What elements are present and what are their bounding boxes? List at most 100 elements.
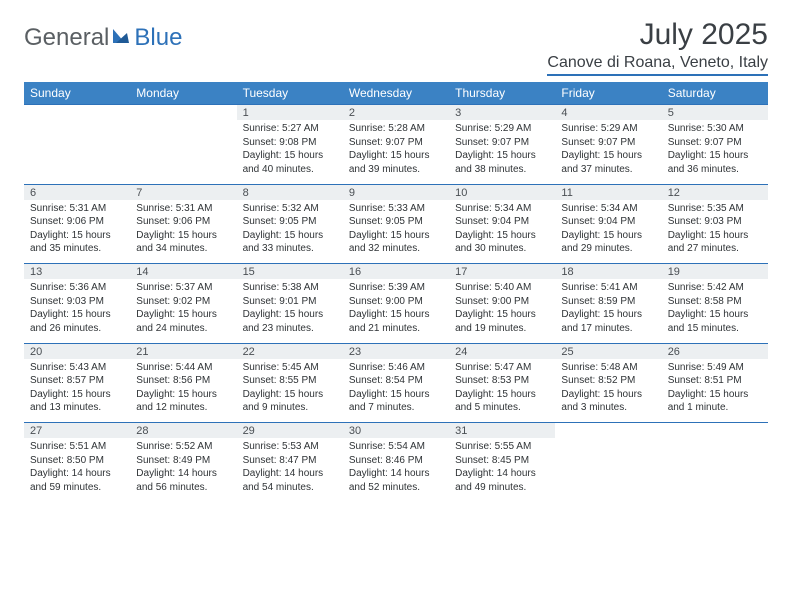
sunrise-text: Sunrise: 5:45 AM [243, 361, 337, 375]
daylight-text: Daylight: 15 hours and 17 minutes. [561, 308, 655, 335]
sunrise-text: Sunrise: 5:29 AM [561, 122, 655, 136]
daylight-text: Daylight: 14 hours and 54 minutes. [243, 467, 337, 494]
day-cell: Sunrise: 5:38 AMSunset: 9:01 PMDaylight:… [237, 279, 343, 343]
title-block: July 2025 Canove di Roana, Veneto, Italy [547, 18, 768, 76]
day-header: Friday [555, 82, 661, 105]
daylight-text: Daylight: 15 hours and 36 minutes. [668, 149, 762, 176]
sunrise-text: Sunrise: 5:44 AM [136, 361, 230, 375]
daylight-text: Daylight: 15 hours and 21 minutes. [349, 308, 443, 335]
daynum-row: 2728293031 [24, 423, 768, 439]
sunrise-text: Sunrise: 5:47 AM [455, 361, 549, 375]
sunset-text: Sunset: 8:57 PM [30, 374, 124, 388]
sunset-text: Sunset: 9:05 PM [243, 215, 337, 229]
day-number: 11 [555, 184, 661, 200]
daylight-text: Daylight: 15 hours and 35 minutes. [30, 229, 124, 256]
sunrise-text: Sunrise: 5:29 AM [455, 122, 549, 136]
calendar-body: 12345Sunrise: 5:27 AMSunset: 9:08 PMDayl… [24, 105, 768, 503]
sunrise-text: Sunrise: 5:49 AM [668, 361, 762, 375]
day-cell: Sunrise: 5:48 AMSunset: 8:52 PMDaylight:… [555, 359, 661, 423]
day-cell: Sunrise: 5:34 AMSunset: 9:04 PMDaylight:… [449, 200, 555, 264]
sunrise-text: Sunrise: 5:43 AM [30, 361, 124, 375]
sunset-text: Sunset: 9:00 PM [349, 295, 443, 309]
daylight-text: Daylight: 15 hours and 38 minutes. [455, 149, 549, 176]
day-number: 15 [237, 264, 343, 280]
sunset-text: Sunset: 8:45 PM [455, 454, 549, 468]
day-number: 21 [130, 343, 236, 359]
day-cell: Sunrise: 5:45 AMSunset: 8:55 PMDaylight:… [237, 359, 343, 423]
day-number: 27 [24, 423, 130, 439]
day-header: Sunday [24, 82, 130, 105]
sunrise-text: Sunrise: 5:42 AM [668, 281, 762, 295]
day-number: 25 [555, 343, 661, 359]
sunrise-text: Sunrise: 5:34 AM [561, 202, 655, 216]
daylight-text: Daylight: 15 hours and 13 minutes. [30, 388, 124, 415]
sunrise-text: Sunrise: 5:35 AM [668, 202, 762, 216]
day-number: 16 [343, 264, 449, 280]
day-cell: Sunrise: 5:35 AMSunset: 9:03 PMDaylight:… [662, 200, 768, 264]
daylight-text: Daylight: 14 hours and 56 minutes. [136, 467, 230, 494]
day-number: 31 [449, 423, 555, 439]
day-number: 9 [343, 184, 449, 200]
sunrise-text: Sunrise: 5:52 AM [136, 440, 230, 454]
day-number: 20 [24, 343, 130, 359]
sunrise-text: Sunrise: 5:41 AM [561, 281, 655, 295]
calendar-header: SundayMondayTuesdayWednesdayThursdayFrid… [24, 82, 768, 105]
day-number [555, 423, 661, 439]
daylight-text: Daylight: 15 hours and 15 minutes. [668, 308, 762, 335]
daylight-text: Daylight: 15 hours and 12 minutes. [136, 388, 230, 415]
day-number: 10 [449, 184, 555, 200]
sunset-text: Sunset: 8:59 PM [561, 295, 655, 309]
day-cell: Sunrise: 5:32 AMSunset: 9:05 PMDaylight:… [237, 200, 343, 264]
content-row: Sunrise: 5:27 AMSunset: 9:08 PM Daylight:… [24, 120, 768, 184]
sunset-text: Sunset: 9:03 PM [668, 215, 762, 229]
month-title: July 2025 [547, 18, 768, 52]
sunset-text: Sunset: 9:06 PM [136, 215, 230, 229]
sunset-text: Sunset: 9:08 PM [243, 136, 337, 150]
day-cell: Sunrise: 5:34 AMSunset: 9:04 PMDaylight:… [555, 200, 661, 264]
content-row: Sunrise: 5:36 AMSunset: 9:03 PMDaylight:… [24, 279, 768, 343]
day-number: 4 [555, 105, 661, 121]
day-cell: Sunrise: 5:51 AMSunset: 8:50 PMDaylight:… [24, 438, 130, 502]
sunset-text: Sunset: 9:06 PM [30, 215, 124, 229]
daylight-text: Daylight: 15 hours and 34 minutes. [136, 229, 230, 256]
day-cell: Sunrise: 5:31 AMSunset: 9:06 PMDaylight:… [24, 200, 130, 264]
day-cell: Sunrise: 5:49 AMSunset: 8:51 PMDaylight:… [662, 359, 768, 423]
sunrise-text: Sunrise: 5:37 AM [136, 281, 230, 295]
daylight-text: Daylight: 14 hours and 49 minutes. [455, 467, 549, 494]
sail-icon [111, 27, 131, 45]
day-cell: Sunrise: 5:37 AMSunset: 9:02 PMDaylight:… [130, 279, 236, 343]
brand-part1: General [24, 24, 109, 52]
day-number [662, 423, 768, 439]
day-cell: Sunrise: 5:33 AMSunset: 9:05 PMDaylight:… [343, 200, 449, 264]
sunrise-text: Sunrise: 5:40 AM [455, 281, 549, 295]
sunrise-text: Sunrise: 5:51 AM [30, 440, 124, 454]
sunrise-text: Sunrise: 5:39 AM [349, 281, 443, 295]
sunset-text: Sunset: 8:46 PM [349, 454, 443, 468]
day-cell: Sunrise: 5:36 AMSunset: 9:03 PMDaylight:… [24, 279, 130, 343]
day-number: 12 [662, 184, 768, 200]
sunrise-text: Sunrise: 5:55 AM [455, 440, 549, 454]
sunrise-text: Sunrise: 5:32 AM [243, 202, 337, 216]
daylight-text: Daylight: 15 hours and 26 minutes. [30, 308, 124, 335]
sunset-text: Sunset: 9:00 PM [455, 295, 549, 309]
sunrise-text: Sunrise: 5:46 AM [349, 361, 443, 375]
day-header: Tuesday [237, 82, 343, 105]
daylight-text: Daylight: 15 hours and 5 minutes. [455, 388, 549, 415]
content-row: Sunrise: 5:51 AMSunset: 8:50 PMDaylight:… [24, 438, 768, 502]
header-row: General Blue July 2025 Canove di Roana, … [24, 18, 768, 76]
day-header: Thursday [449, 82, 555, 105]
daylight-text: Daylight: 14 hours and 59 minutes. [30, 467, 124, 494]
day-number: 7 [130, 184, 236, 200]
sunset-text: Sunset: 9:04 PM [455, 215, 549, 229]
day-cell: Sunrise: 5:41 AMSunset: 8:59 PMDaylight:… [555, 279, 661, 343]
sunrise-text: Sunrise: 5:34 AM [455, 202, 549, 216]
day-cell [662, 438, 768, 502]
sunset-text: Sunset: 9:01 PM [243, 295, 337, 309]
day-number: 13 [24, 264, 130, 280]
sunset-text: Sunset: 8:49 PM [136, 454, 230, 468]
sunrise-text: Sunrise: 5:27 AM [243, 122, 337, 136]
daylight-text: Daylight: 15 hours and 37 minutes. [561, 149, 655, 176]
sunset-text: Sunset: 8:47 PM [243, 454, 337, 468]
content-row: Sunrise: 5:43 AMSunset: 8:57 PMDaylight:… [24, 359, 768, 423]
day-cell: Sunrise: 5:55 AMSunset: 8:45 PMDaylight:… [449, 438, 555, 502]
